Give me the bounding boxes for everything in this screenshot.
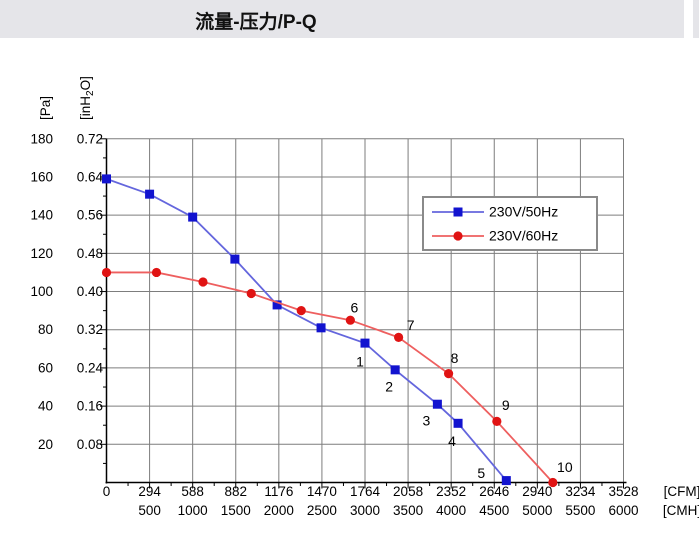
y-tick-label-pa: 100 (30, 284, 53, 299)
data-point-marker (102, 174, 111, 184)
x-tick-label-cfm: 1176 (264, 484, 293, 499)
x-tick-label-cmh: 1500 (221, 503, 251, 518)
x-tick-label-cfm: 2646 (479, 484, 509, 499)
legend-label: 230V/60Hz (489, 228, 558, 244)
legend-marker-square-icon (453, 207, 463, 217)
data-point-marker (296, 306, 306, 316)
y-tick-label-inh2o: 0.48 (77, 246, 103, 261)
data-point-number-label: 5 (477, 465, 485, 481)
legend-marker-circle-icon (453, 231, 463, 241)
data-point-number-label: 3 (422, 413, 430, 429)
data-point-marker (360, 338, 370, 348)
data-point-number-label: 10 (557, 459, 573, 475)
data-point-number-label: 6 (350, 300, 358, 316)
y-tick-label-inh2o: 0.32 (77, 322, 103, 337)
x-axis-unit-cmh: [CMH] (663, 503, 699, 518)
series-line-230v-60hz (106, 271, 554, 484)
data-point-marker (151, 267, 162, 278)
data-point-marker (432, 399, 442, 409)
y-tick-label-pa: 40 (38, 399, 53, 414)
chart-title-bar: 流量-压力/P-Q (0, 0, 684, 38)
data-point-marker (101, 267, 112, 278)
x-tick-label-cmh: 1000 (178, 503, 208, 518)
data-point-marker (230, 254, 240, 264)
right-edge-strip (693, 0, 699, 38)
x-tick-label-cfm: 2352 (436, 484, 466, 499)
y-tick-label-inh2o: 0.72 (77, 131, 103, 146)
x-tick-label-cfm: 0 (103, 484, 111, 499)
y-tick-label-inh2o: 0.56 (77, 208, 103, 223)
x-tick-label-cmh: 500 (138, 503, 161, 518)
x-tick-label-cmh: 3500 (393, 503, 423, 518)
data-point-number-label: 9 (502, 397, 510, 413)
data-point-number-label: 1 (356, 354, 364, 370)
x-tick-label-cmh: 2500 (307, 503, 337, 518)
data-point-marker (492, 416, 502, 426)
x-tick-label-cfm: 3528 (608, 484, 638, 499)
data-point-marker (501, 476, 511, 486)
x-tick-label-cfm: 2940 (522, 484, 552, 499)
data-point-marker (345, 315, 355, 325)
y-tick-label-pa: 20 (38, 437, 53, 452)
data-point-marker (246, 288, 256, 299)
x-tick-label-cmh: 2000 (264, 503, 294, 518)
legend-box (422, 196, 598, 251)
data-point-marker (145, 189, 155, 199)
x-tick-label-cfm: 588 (181, 484, 204, 499)
x-tick-label-cmh: 6000 (608, 503, 638, 518)
data-point-marker (272, 300, 282, 310)
x-tick-label-cfm: 294 (138, 484, 161, 499)
x-tick-label-cmh: 5000 (522, 503, 552, 518)
data-point-number-label: 7 (407, 317, 415, 333)
x-tick-label-cfm: 1470 (307, 484, 337, 499)
x-axis-unit-cfm: [CFM] (664, 484, 699, 499)
data-point-number-label: 4 (448, 433, 456, 449)
y-axis-unit-inh2o: [inH2O] (78, 76, 96, 120)
y-tick-label-pa: 60 (38, 360, 53, 375)
x-tick-label-cmh: 3000 (350, 503, 380, 518)
data-point-marker (188, 212, 198, 222)
data-point-marker (390, 365, 400, 375)
y-tick-label-pa: 120 (30, 246, 53, 261)
data-point-marker (198, 277, 208, 287)
x-tick-label-cfm: 1764 (350, 484, 381, 499)
data-point-marker (443, 369, 454, 379)
data-point-marker (548, 477, 558, 488)
y-axis-unit-pa: [Pa] (38, 96, 53, 120)
y-tick-label-pa: 180 (30, 131, 53, 146)
x-tick-label-cmh: 4000 (436, 503, 466, 518)
data-point-marker (453, 418, 463, 428)
y-tick-label-pa: 80 (38, 322, 53, 337)
page-title: 流量-压力/P-Q (195, 12, 317, 33)
y-tick-label-pa: 160 (30, 169, 53, 184)
data-point-number-label: 2 (385, 378, 393, 394)
data-point-marker (316, 323, 326, 333)
pq-chart: 0 294 588 882 1176 1470 1764 2058 2352 2646 2940 32… (30, 76, 699, 518)
y-tick-label-inh2o: 0.40 (77, 284, 103, 299)
y-tick-label-inh2o: 0.16 (77, 399, 103, 414)
data-point-number-label: 8 (451, 350, 459, 366)
y-tick-label-inh2o: 0.64 (77, 169, 104, 184)
y-tick-label-inh2o: 0.24 (77, 360, 104, 375)
y-tick-label-pa: 140 (30, 208, 53, 223)
data-point-marker (394, 332, 404, 342)
x-tick-label-cmh: 4500 (479, 503, 509, 518)
x-tick-label-cfm: 3234 (565, 484, 596, 499)
x-tick-label-cfm: 2058 (393, 484, 423, 499)
legend-label: 230V/50Hz (489, 204, 558, 220)
y-tick-label-inh2o: 0.08 (77, 437, 103, 452)
x-tick-label-cmh: 5500 (565, 503, 595, 518)
x-tick-label-cfm: 882 (224, 484, 247, 499)
